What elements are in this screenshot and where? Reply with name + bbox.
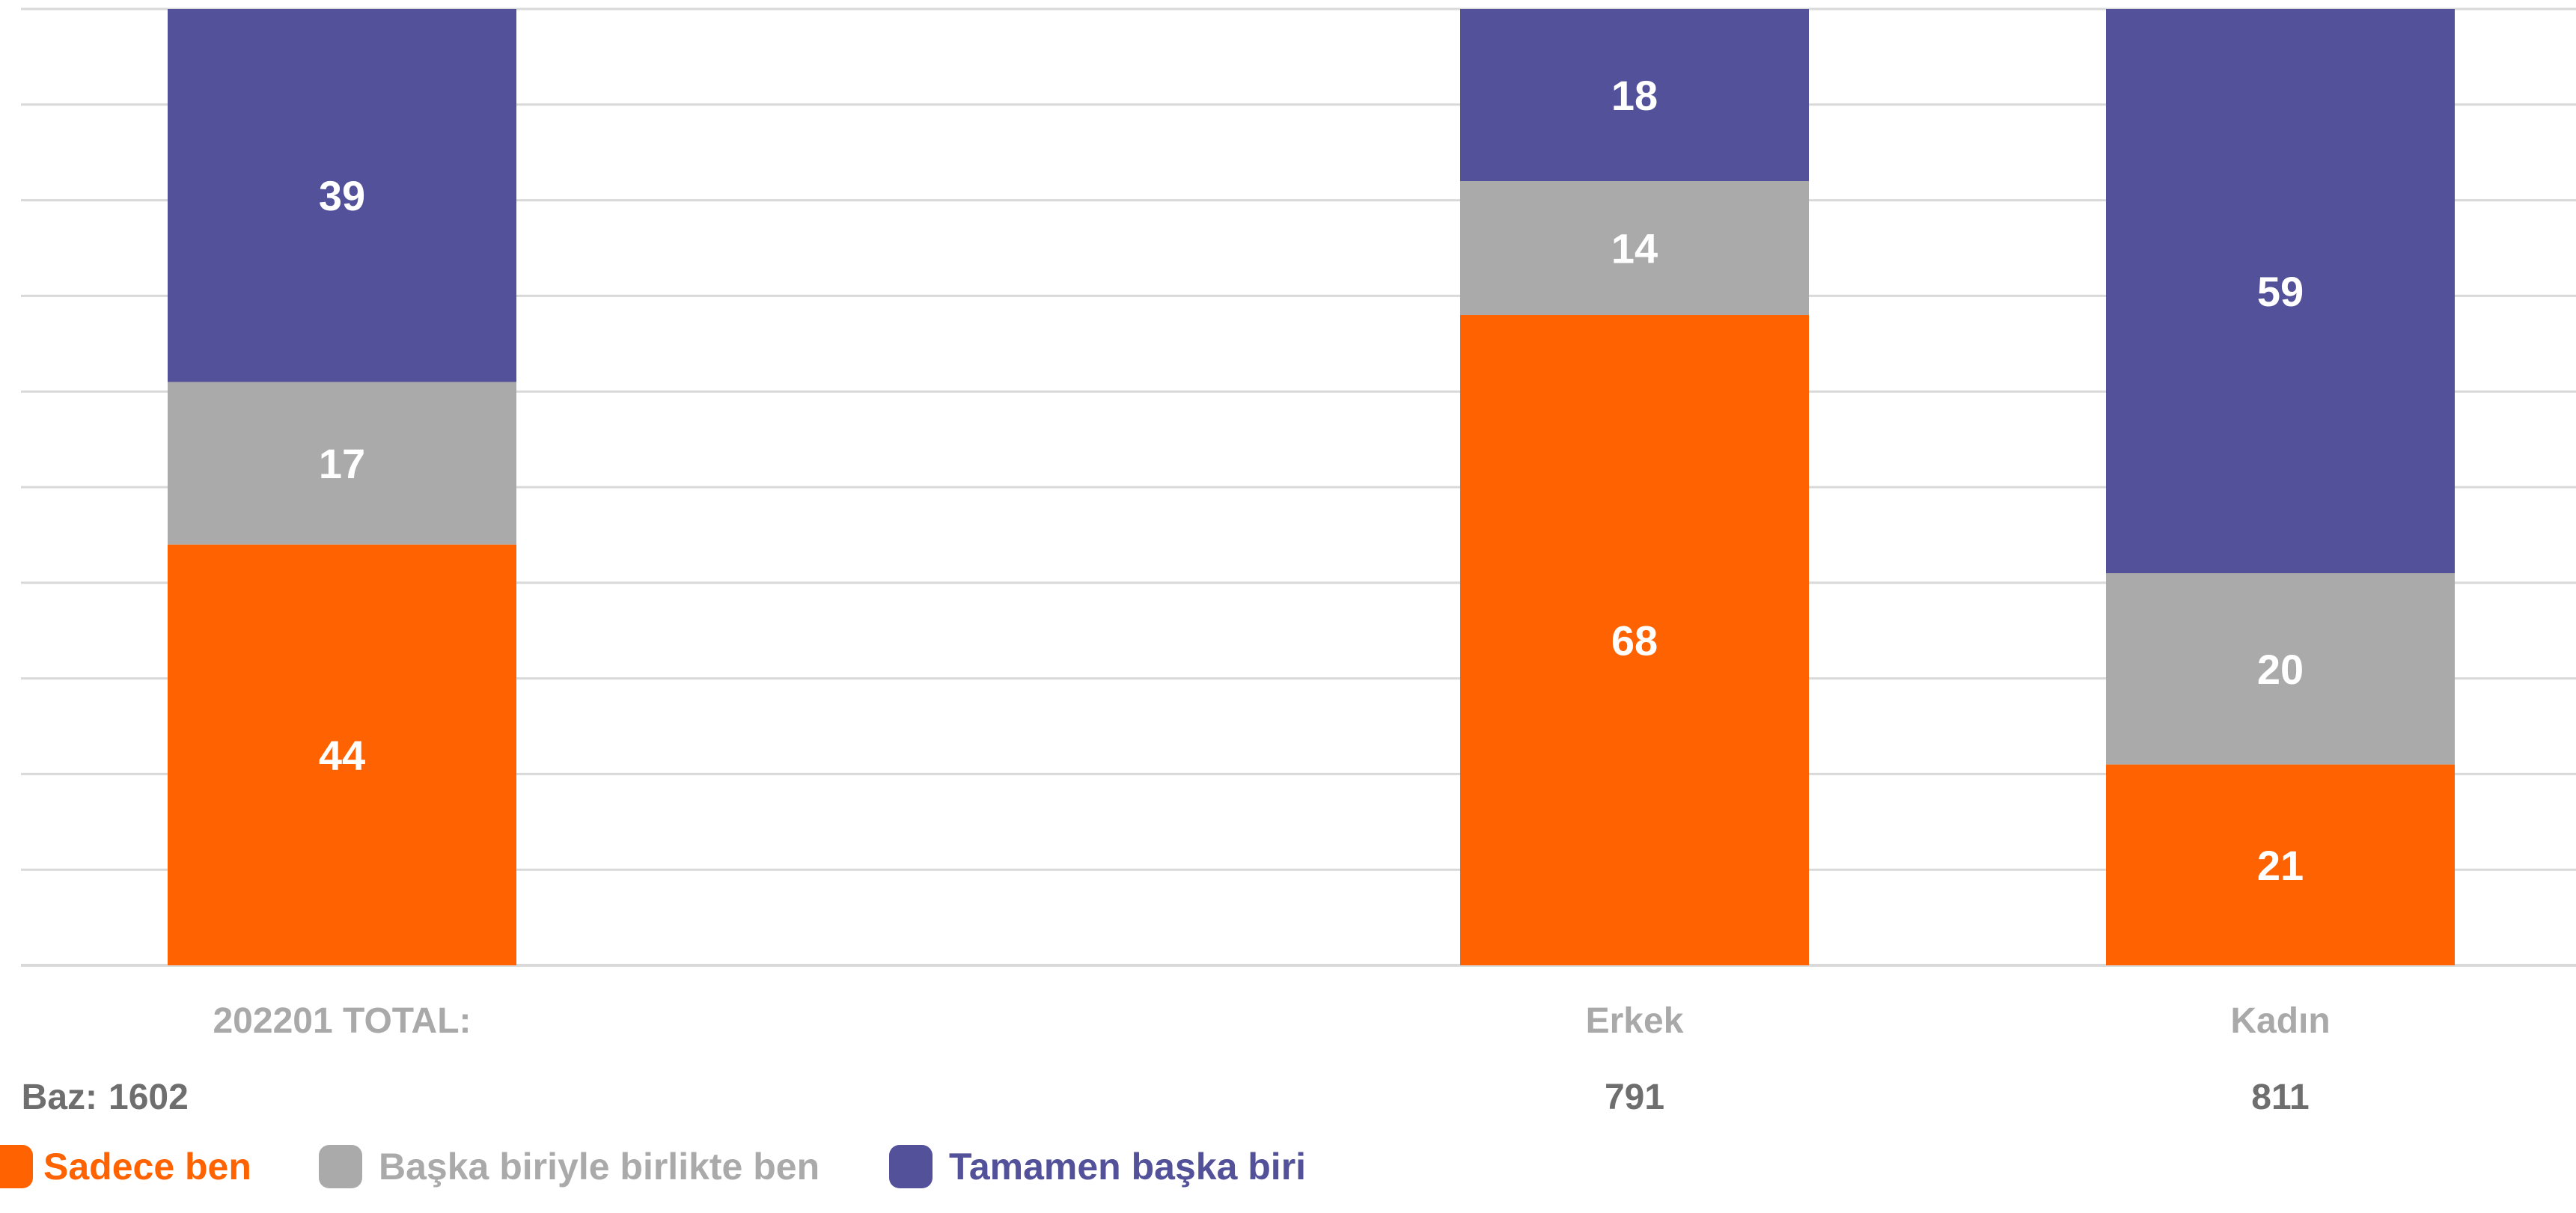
bar-segment (1460, 314, 1809, 966)
base-count: 791 (1605, 1078, 1664, 1117)
data-label: 14 (1611, 225, 1658, 272)
legend-swatch (319, 1145, 362, 1188)
data-label: 20 (2257, 646, 2304, 693)
legend-label: Başka biriyle birlikte ben (379, 1146, 820, 1188)
legend-swatch (889, 1145, 933, 1188)
bar-segment (1460, 181, 1809, 315)
bars (168, 9, 2455, 966)
data-label: 59 (2257, 268, 2304, 315)
bar-segment (168, 544, 516, 965)
data-label: 39 (319, 172, 365, 219)
bar-segment (168, 9, 516, 382)
legend-label: Tamamen başka biri (949, 1146, 1306, 1188)
data-label: 44 (319, 732, 365, 779)
bar-segment (2106, 764, 2455, 965)
legend-swatch (0, 1145, 33, 1188)
category-label: 202201 TOTAL: (213, 1001, 471, 1041)
bar-segment (168, 382, 516, 545)
data-label: 17 (319, 440, 365, 487)
legend-label: Sadece ben (43, 1146, 251, 1188)
data-label: 21 (2257, 842, 2304, 889)
data-label: 18 (1611, 72, 1658, 119)
base-count: 811 (2251, 1078, 2309, 1117)
category-label: Erkek (1586, 1001, 1684, 1041)
base-prefix-label: Baz: (22, 1078, 97, 1117)
x-axis: 202201 TOTAL: Erkek Kadın 1602 791 811 Baz: (22, 1001, 2331, 1117)
bar-segment (1460, 9, 1809, 182)
legend: Sadece ben Başka biriyle birlikte ben Tama… (0, 1145, 1306, 1188)
bar-segment (2106, 573, 2455, 765)
category-label: Kadın (2230, 1001, 2330, 1041)
data-label: 68 (1611, 617, 1658, 664)
bar-segment (2106, 9, 2455, 574)
base-count: 1602 (109, 1078, 189, 1117)
segment-labels: 44 17 39 68 14 18 21 20 59 (319, 72, 2304, 889)
